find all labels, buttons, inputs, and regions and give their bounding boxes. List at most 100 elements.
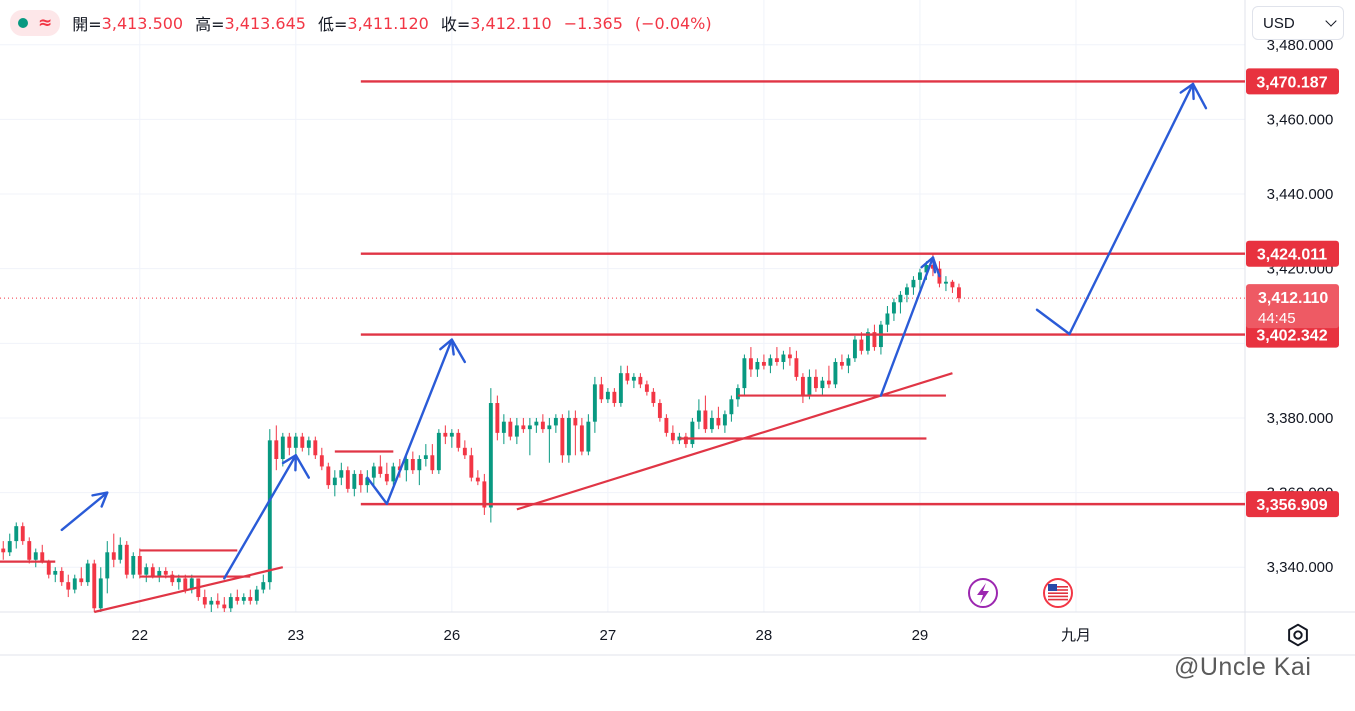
- candle-body: [352, 473, 357, 489]
- candle: [878, 320, 883, 355]
- candle-body: [820, 380, 825, 389]
- us-flag-event-icon[interactable]: [1043, 578, 1073, 608]
- candle: [917, 268, 922, 292]
- grid-lines: [0, 0, 1245, 612]
- candle: [378, 455, 383, 478]
- candle: [79, 567, 84, 586]
- trend-line[interactable]: [94, 566, 284, 614]
- close-value: 3,412.110: [470, 13, 552, 33]
- candle: [950, 279, 955, 293]
- high-label: 高=: [195, 15, 225, 34]
- candle: [131, 552, 136, 579]
- candle-body: [462, 447, 467, 456]
- candle: [261, 574, 266, 594]
- projection-arrow[interactable]: [1191, 82, 1208, 110]
- projection-arrow[interactable]: [879, 256, 935, 397]
- candle-body: [943, 281, 948, 284]
- candle: [254, 585, 259, 605]
- candle-body: [514, 425, 519, 437]
- candle-body: [618, 373, 623, 404]
- candle: [657, 399, 662, 422]
- candle: [891, 298, 896, 321]
- candle-body: [950, 281, 955, 288]
- candle: [599, 376, 604, 404]
- candle: [527, 417, 532, 456]
- candle: [339, 462, 344, 486]
- candle: [644, 380, 649, 396]
- candle: [313, 436, 318, 459]
- symbol-status-pill[interactable]: ≈: [10, 10, 61, 36]
- level-label-bg: [1246, 491, 1339, 518]
- candle: [14, 522, 19, 549]
- candle: [345, 466, 350, 493]
- level-label-bg: [1246, 68, 1339, 95]
- candle-body: [566, 417, 571, 456]
- candle: [157, 567, 162, 583]
- candle-body: [722, 414, 727, 426]
- candle-body: [274, 440, 279, 459]
- candle: [670, 425, 675, 445]
- candle: [144, 563, 149, 583]
- candle-body: [98, 578, 103, 609]
- candle: [755, 358, 760, 377]
- candle-body: [956, 287, 961, 299]
- lightning-event-icon[interactable]: [968, 578, 998, 608]
- projection-arrow[interactable]: [931, 256, 941, 278]
- candle-body: [300, 436, 305, 448]
- currency-select[interactable]: USD: [1252, 6, 1344, 40]
- candle: [430, 444, 435, 474]
- level-label-text: 3,470.187: [1256, 74, 1327, 91]
- gear-icon[interactable]: [1285, 622, 1311, 648]
- candle-body: [66, 582, 71, 590]
- candle: [748, 347, 753, 377]
- candle: [839, 354, 844, 370]
- candle-body: [501, 421, 506, 433]
- candle-body: [755, 361, 760, 370]
- candle: [859, 332, 864, 355]
- candle-body: [612, 391, 617, 404]
- projection-arrow[interactable]: [385, 338, 454, 505]
- candle: [885, 306, 890, 333]
- arrow-head: [91, 491, 109, 508]
- low-label: 低=: [317, 15, 348, 34]
- candle-body: [521, 425, 526, 430]
- projection-arrow[interactable]: [294, 454, 311, 479]
- candle: [573, 410, 578, 456]
- candle-body: [215, 600, 220, 605]
- candle-body: [118, 544, 123, 560]
- projection-arrow[interactable]: [1068, 82, 1195, 336]
- candle-body: [560, 417, 565, 456]
- candle: [189, 574, 194, 594]
- candle-body: [930, 264, 935, 269]
- candle-body: [293, 436, 298, 448]
- open-label: 開=: [72, 15, 102, 34]
- candle-body: [235, 597, 240, 601]
- candle-body: [241, 597, 246, 601]
- candle: [456, 429, 461, 452]
- candle-body: [534, 421, 539, 426]
- candle-body: [391, 466, 396, 482]
- projection-arrow[interactable]: [223, 454, 298, 580]
- candle-body: [586, 421, 591, 452]
- projection-arrow[interactable]: [366, 476, 389, 505]
- candle: [612, 388, 617, 407]
- candle: [534, 417, 539, 433]
- candle-body: [651, 391, 656, 404]
- candle-body: [456, 432, 461, 448]
- candle: [280, 432, 285, 467]
- candle: [514, 417, 519, 445]
- wave-icon: ≈: [38, 12, 53, 33]
- x-tick-label: 29: [912, 627, 929, 644]
- candle-body: [443, 432, 448, 437]
- projection-arrow[interactable]: [1035, 308, 1071, 336]
- candle-body: [40, 552, 45, 562]
- candle: [508, 417, 513, 441]
- y-tick-label: 3,460.000: [1267, 111, 1334, 128]
- projection-arrow[interactable]: [450, 338, 467, 364]
- candle: [592, 376, 597, 433]
- projection-arrow[interactable]: [60, 491, 109, 532]
- candle-body: [833, 361, 838, 385]
- candle-body: [20, 526, 25, 542]
- candle-body: [917, 272, 922, 280]
